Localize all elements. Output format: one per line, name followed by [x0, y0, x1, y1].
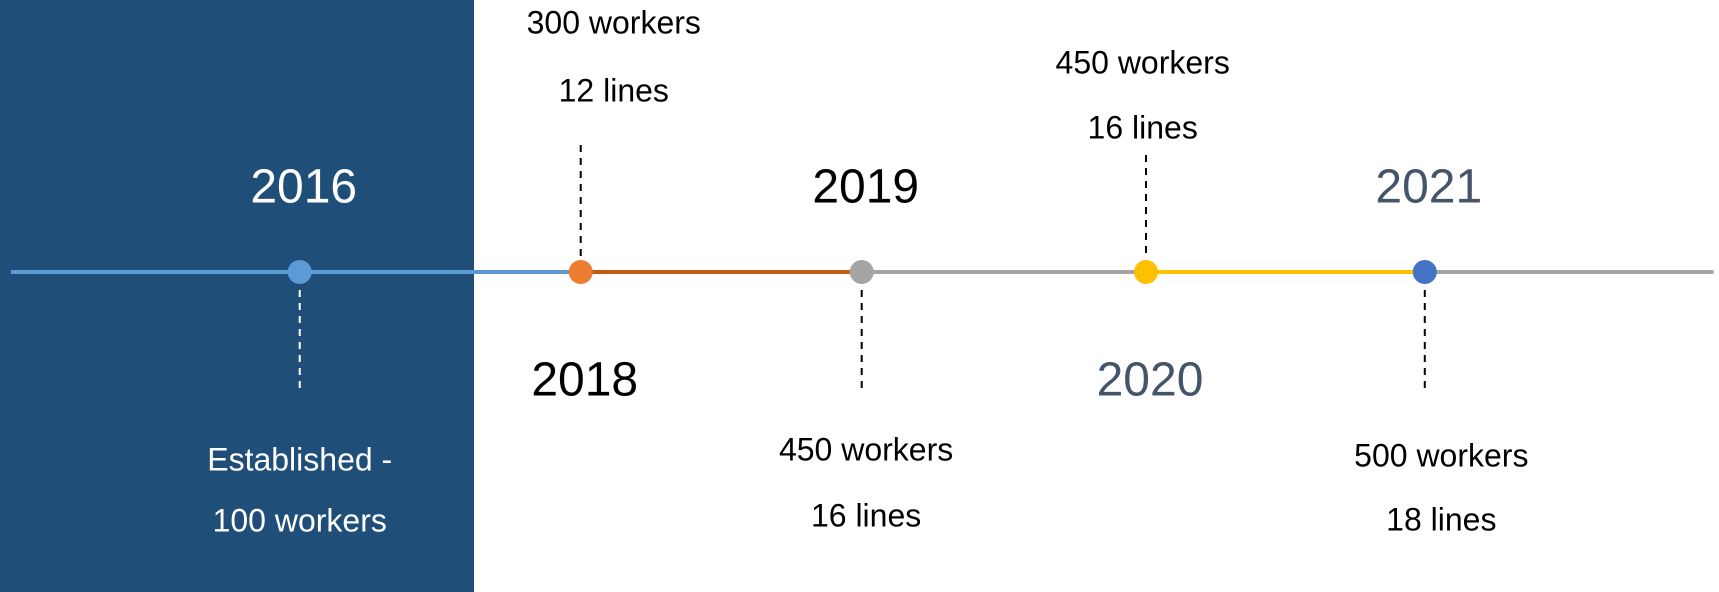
event-detail: 450 workers: [779, 431, 953, 467]
event-detail: 500 workers: [1354, 437, 1528, 473]
year-label: 2020: [1097, 354, 1204, 407]
event-detail: 16 lines: [811, 497, 921, 533]
timeline-dot: [287, 260, 312, 284]
timeline-dot: [568, 260, 593, 284]
highlight-panel: [0, 0, 474, 592]
year-label: 2021: [1375, 161, 1482, 214]
timeline-dot: [849, 260, 874, 284]
timeline-dot: [1134, 260, 1158, 284]
year-label: 2018: [531, 354, 638, 407]
event-detail: 300 workers: [527, 4, 701, 40]
event-detail: 18 lines: [1386, 501, 1496, 537]
year-label: 2019: [812, 161, 919, 214]
year-label: 2016: [250, 161, 357, 214]
event-detail: 12 lines: [559, 72, 669, 108]
event-detail: 450 workers: [1056, 44, 1230, 80]
event-detail: Established -: [207, 441, 392, 477]
timeline-dot: [1412, 260, 1437, 284]
event-detail: 100 workers: [213, 502, 387, 538]
event-detail: 16 lines: [1088, 109, 1198, 145]
